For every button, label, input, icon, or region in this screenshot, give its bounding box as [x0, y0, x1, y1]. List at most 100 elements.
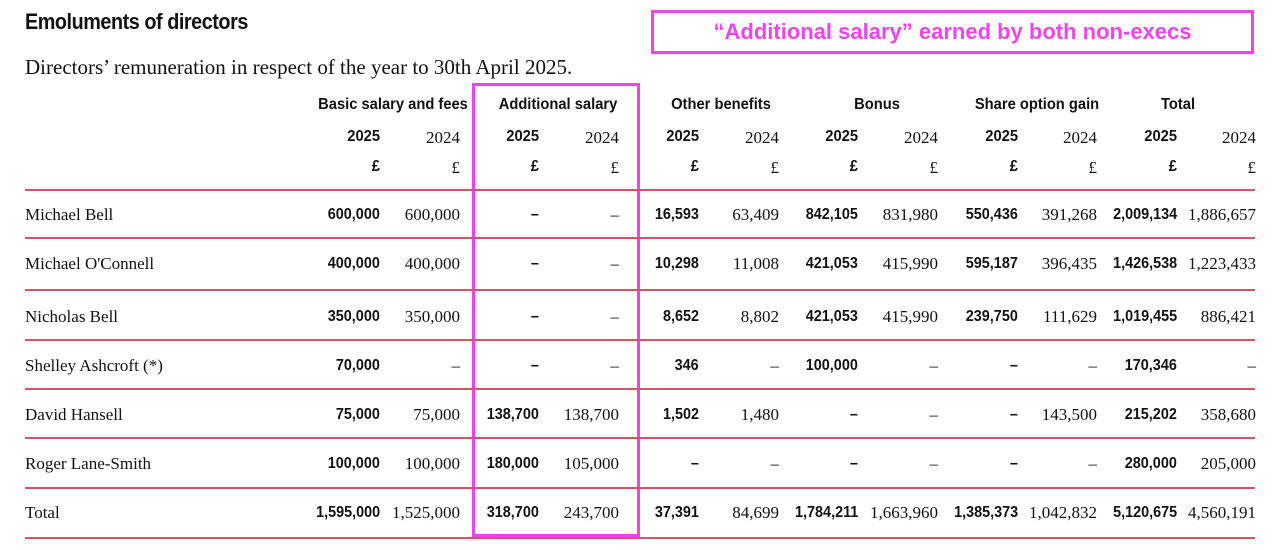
table-cell: 346 [674, 357, 699, 374]
table-cell: 63,409 [732, 205, 779, 224]
year-header-current: 2025 [506, 128, 539, 145]
table-cell: 1,784,211 [794, 504, 858, 521]
table-cell: – [610, 205, 620, 224]
currency-header: £ [690, 158, 699, 175]
table-cell: 100,000 [404, 454, 460, 473]
table-cell: 239,750 [965, 308, 1018, 325]
currency-header: £ [530, 158, 539, 175]
table-cell: 391,268 [1041, 205, 1097, 224]
table-cell: 1,663,960 [870, 503, 938, 522]
page-subtitle: Directors’ remuneration in respect of th… [25, 55, 573, 79]
table-cell: 75,000 [335, 406, 380, 423]
year-header-prior: 2024 [585, 128, 619, 147]
table-cell: 280,000 [1124, 455, 1177, 472]
table-cell: 600,000 [404, 205, 460, 224]
table-cell: 8,652 [662, 308, 699, 325]
table-cell: – [530, 308, 539, 325]
table-cell: 84,699 [732, 503, 779, 522]
table-cell: – [849, 406, 858, 423]
row-divider [25, 237, 1255, 239]
table-cell: 180,000 [486, 455, 539, 472]
row-divider [25, 388, 1255, 390]
table-cell: 358,680 [1200, 405, 1256, 424]
currency-header: £ [929, 158, 939, 177]
table-cell: – [530, 255, 539, 272]
page-title: Emoluments of directors [25, 9, 248, 34]
table-cell: 1,595,000 [315, 504, 380, 521]
table-cell: 550,436 [965, 206, 1018, 223]
table-cell: 1,223,433 [1188, 254, 1256, 273]
currency-header: £ [1247, 158, 1257, 177]
year-header-current: 2025 [985, 128, 1018, 145]
row-divider [25, 189, 1255, 191]
table-cell: 400,000 [404, 254, 460, 273]
column-group-header: Bonus [854, 96, 900, 113]
table-cell: 1,426,538 [1112, 255, 1177, 272]
table-cell: 138,700 [486, 406, 539, 423]
column-group-header: Share option gain [974, 96, 1100, 113]
table-cell: 400,000 [327, 255, 380, 272]
table-cell: 1,019,455 [1112, 308, 1177, 325]
table-cell: 318,700 [486, 504, 539, 521]
annotation-callout: “Additional salary” earned by both non-e… [651, 10, 1254, 54]
table-cell: – [1088, 356, 1098, 375]
table-cell: 10,298 [654, 255, 699, 272]
row-label: Total [25, 503, 60, 522]
column-group-header: Basic salary and fees [318, 96, 468, 113]
table-cell: – [849, 455, 858, 472]
table-cell: – [1009, 406, 1018, 423]
table-cell: 143,500 [1041, 405, 1097, 424]
year-header-prior: 2024 [904, 128, 938, 147]
table-cell: – [610, 307, 620, 326]
table-cell: 5,120,675 [1112, 504, 1177, 521]
table-cell: – [530, 357, 539, 374]
row-divider [25, 537, 1255, 539]
table-cell: 396,435 [1041, 254, 1097, 273]
year-header-prior: 2024 [745, 128, 779, 147]
year-header-current: 2025 [825, 128, 858, 145]
table-cell: – [1009, 455, 1018, 472]
table-cell: 170,346 [1124, 357, 1177, 374]
currency-header: £ [849, 158, 858, 175]
year-header-current: 2025 [347, 128, 380, 145]
table-cell: 421,053 [805, 308, 858, 325]
table-cell: – [530, 206, 539, 223]
table-cell: – [770, 454, 780, 473]
year-header-prior: 2024 [426, 128, 460, 147]
year-header-prior: 2024 [1063, 128, 1097, 147]
table-cell: 1,525,000 [392, 503, 460, 522]
table-cell: – [770, 356, 780, 375]
table-cell: 595,187 [965, 255, 1018, 272]
table-cell: 886,421 [1200, 307, 1256, 326]
table-cell: 600,000 [327, 206, 380, 223]
table-cell: – [451, 356, 461, 375]
table-cell: 4,560,191 [1188, 503, 1256, 522]
table-cell: 16,593 [654, 206, 699, 223]
table-cell: – [690, 455, 699, 472]
table-cell: 350,000 [327, 308, 380, 325]
table-cell: 1,502 [662, 406, 699, 423]
table-cell: 105,000 [563, 454, 619, 473]
additional-salary-highlight-box [472, 83, 640, 537]
row-label: Roger Lane-Smith [25, 454, 152, 473]
table-cell: 8,802 [740, 307, 779, 326]
table-cell: – [610, 356, 620, 375]
table-cell: 421,053 [805, 255, 858, 272]
currency-header: £ [770, 158, 780, 177]
table-cell: – [610, 254, 620, 273]
table-cell: – [929, 405, 939, 424]
table-cell: – [1009, 357, 1018, 374]
table-cell: 243,700 [563, 503, 619, 522]
table-cell: – [929, 454, 939, 473]
currency-header: £ [451, 158, 461, 177]
table-cell: 2,009,134 [1112, 206, 1177, 223]
table-cell: 37,391 [654, 504, 699, 521]
table-cell: 1,385,373 [953, 504, 1018, 521]
row-divider [25, 487, 1255, 489]
table-cell: 415,990 [882, 254, 938, 273]
table-cell: 831,980 [882, 205, 938, 224]
table-cell: 415,990 [882, 307, 938, 326]
row-label: Nicholas Bell [25, 307, 119, 326]
table-cell: 75,000 [413, 405, 460, 424]
table-cell: 1,886,657 [1188, 205, 1256, 224]
